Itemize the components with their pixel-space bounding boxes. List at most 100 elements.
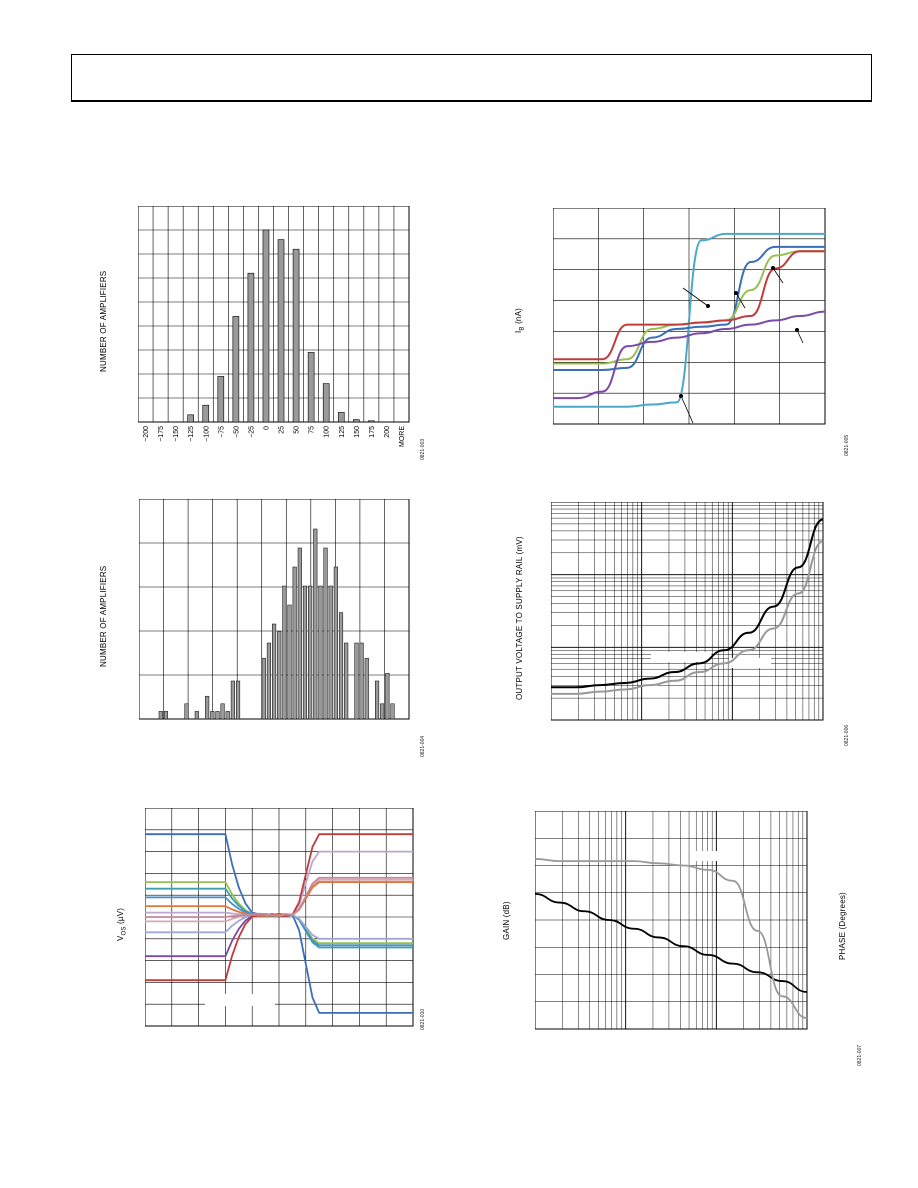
- fig1-bar: [323, 384, 329, 422]
- fig1-tick-label: 75: [309, 426, 316, 434]
- fig3-bar: [293, 567, 297, 719]
- fig2-arrow-head: [771, 266, 775, 270]
- fig2-arrow-head: [706, 304, 710, 308]
- fig3-ylabel: NUMBER OF AMPLIFIERS: [99, 566, 108, 667]
- fig1-ylabel: NUMBER OF AMPLIFIERS: [99, 271, 108, 372]
- fig1-tick-label: 175: [369, 426, 376, 438]
- fig3-bar: [313, 529, 317, 719]
- fig3-bar: [308, 586, 312, 719]
- fig2-arrow-head: [734, 291, 738, 295]
- fig6-legend-box: [695, 851, 743, 861]
- fig3-bar: [339, 613, 343, 719]
- fig1-bar: [353, 420, 359, 422]
- fig6-series-line: [535, 859, 807, 1018]
- fig1-tick-label: 50: [294, 426, 301, 434]
- fig5-chart: [145, 808, 415, 1028]
- fig3-bar: [283, 586, 287, 719]
- fig2-arrow-head: [795, 328, 799, 332]
- fig1-bar: [308, 352, 314, 422]
- fig4-frame: [551, 502, 823, 720]
- fig3-bar: [365, 658, 369, 719]
- fig1-bar: [188, 415, 194, 422]
- fig6-ylabel: GAIN (dB): [502, 901, 511, 940]
- fig3-bar: [329, 586, 333, 719]
- fig3-bar: [185, 704, 189, 719]
- fig1-bar: [218, 376, 224, 422]
- fig1-code: 0821-003: [420, 439, 426, 460]
- fig4-ylabel: OUTPUT VOLTAGE TO SUPPLY RAIL (mV): [515, 536, 524, 700]
- fig1-tick-label: 25: [279, 426, 286, 434]
- fig1-tick-label: 200: [384, 426, 391, 438]
- fig1-chart: −200 −175 −150 −125 −100 −75 −50 −25 0 25 50 75 100 1…: [138, 206, 410, 458]
- fig4-legend-box-1: [651, 652, 711, 662]
- fig2-annotation-arrow: [797, 330, 803, 343]
- fig1-tick-label: −50: [233, 426, 240, 438]
- fig3-bar: [355, 643, 359, 719]
- fig1-tick-label: −200: [143, 426, 150, 442]
- fig3-bar: [226, 711, 230, 719]
- fig3-bar: [216, 711, 220, 719]
- fig3-bar: [195, 711, 199, 719]
- fig3-bar: [360, 643, 364, 719]
- fig4-legend-box-2: [729, 658, 771, 668]
- fig1-bar: [233, 316, 239, 422]
- fig1-bar: [278, 240, 284, 422]
- fig3-bar: [319, 586, 323, 719]
- fig3-bar: [205, 696, 209, 719]
- fig3-bar: [277, 632, 281, 719]
- fig3-bar: [221, 704, 225, 719]
- fig3-code: 0821-004: [420, 736, 426, 757]
- fig2-ylabel: IB (nA): [514, 308, 526, 333]
- fig1-tick-label: 100: [324, 426, 331, 438]
- fig3-bar: [164, 711, 168, 719]
- fig2-annotation-arrow: [681, 396, 693, 423]
- fig1-tick-label: 0: [263, 426, 270, 430]
- fig2-annotation-arrow: [683, 288, 708, 306]
- fig3-bar: [231, 681, 235, 719]
- fig3-bar: [210, 711, 214, 719]
- fig6-chart: [535, 811, 809, 1033]
- fig3-bar: [298, 548, 302, 719]
- fig1-tick-label: −175: [158, 426, 165, 442]
- fig1-tick-label: −150: [173, 426, 180, 442]
- fig3-bar: [303, 586, 307, 719]
- fig6-code: 0821-007: [857, 1045, 863, 1066]
- fig4-series-line: [551, 541, 823, 694]
- fig1-bar: [203, 405, 209, 422]
- page-header-box: [71, 54, 872, 102]
- fig3-bar: [386, 673, 390, 719]
- fig2-annotation-arrow: [773, 268, 783, 283]
- fig1-bar: [368, 421, 374, 422]
- fig1-tick-label: MORE: [399, 426, 406, 447]
- fig1-bar: [293, 249, 299, 422]
- fig3-bar: [391, 704, 395, 719]
- fig3-bar: [272, 624, 276, 719]
- fig3-bar: [262, 658, 266, 719]
- fig3-chart: [139, 499, 411, 721]
- fig3-bar: [375, 681, 379, 719]
- fig4-chart: [551, 502, 825, 722]
- fig3-bar: [159, 711, 163, 719]
- fig1-tick-label: −100: [203, 426, 210, 442]
- fig3-bar: [344, 643, 348, 719]
- fig1-tick-label: 150: [354, 426, 361, 438]
- fig5-legend-box: [205, 994, 275, 1006]
- fig1-bar: [263, 230, 269, 422]
- fig1-tick-label: −75: [218, 426, 225, 438]
- fig3-bar: [236, 681, 240, 719]
- fig2-chart: [553, 208, 827, 426]
- fig1-bar: [338, 412, 344, 422]
- fig1-bar: [248, 273, 254, 422]
- fig5-code: 0821-010: [420, 1009, 426, 1030]
- fig6-ylabel-right: PHASE (Degrees): [838, 892, 847, 960]
- fig3-bar: [334, 567, 338, 719]
- fig4-code: 0821-006: [844, 725, 850, 746]
- fig1-tick-label: −125: [188, 426, 195, 442]
- fig3-bar: [324, 548, 328, 719]
- fig2-arrow-head: [679, 394, 683, 398]
- fig1-tick-label: 125: [339, 426, 346, 438]
- fig2-code: 0821-005: [844, 435, 850, 456]
- fig3-bar: [288, 605, 292, 719]
- fig3-bar: [380, 704, 384, 719]
- fig3-bar: [267, 643, 271, 719]
